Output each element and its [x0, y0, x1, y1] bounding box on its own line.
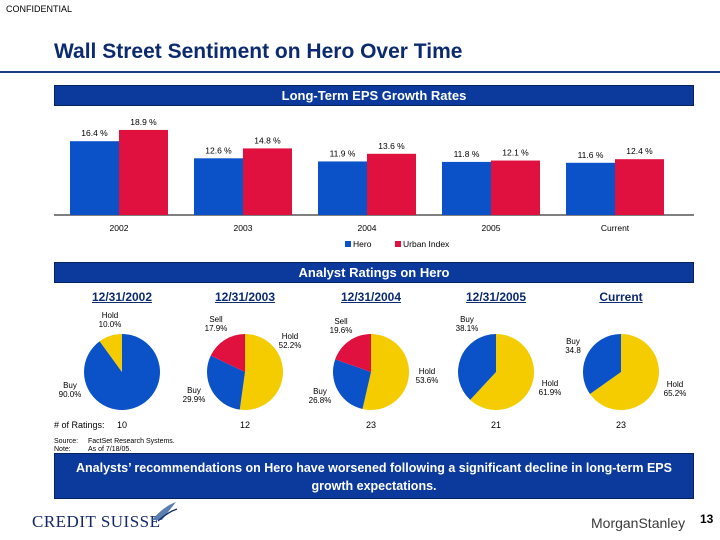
legend-label: Hero: [353, 239, 372, 249]
pie-date-label: 12/31/2005: [465, 290, 527, 304]
pie-slice-hold: [99, 334, 122, 372]
bar-value-label: 16.4 %: [81, 128, 108, 138]
pie-slice-sell: [210, 334, 245, 372]
confidential-label: CONFIDENTIAL: [6, 4, 73, 14]
bar-value-label: 12.4 %: [626, 146, 653, 156]
eps-bar-chart: 16.4 % 18.9 % 2002 12.6 % 14.8 % 2003 11.9 % 13…: [54, 117, 694, 249]
pie-slice-buy: [206, 355, 245, 410]
ratings-count: 23: [615, 420, 626, 430]
bar-hero-2003: [194, 158, 243, 215]
legend-swatch: [345, 241, 351, 247]
bar-urban-index-2005: [491, 160, 540, 215]
pie-date-label: 12/31/2003: [214, 290, 276, 304]
bar-value-label: 12.1 %: [502, 148, 529, 158]
x-tick-label: 2003: [234, 223, 253, 233]
bar-urban-index-2002: [119, 129, 168, 215]
bar-value-label: 11.6 %: [578, 150, 604, 160]
page-title: Wall Street Sentiment on Hero Over Time: [54, 40, 463, 63]
bar-value-label: 13.6 %: [378, 141, 405, 151]
page-number: 13: [700, 512, 714, 526]
pie-slice-label: Sell 17.9%: [205, 315, 228, 333]
bar-value-label: 12.6 %: [205, 145, 232, 155]
bar-value-label: 11.9 %: [330, 148, 356, 158]
bar-urban-index-current: [615, 159, 664, 215]
legend-label: Urban Index: [403, 239, 450, 249]
pie-slice-buy: [458, 334, 496, 400]
eps-section-header: Long-Term EPS Growth Rates: [54, 85, 694, 106]
pie-slice-hold: [239, 334, 283, 410]
pie-slice-label: Hold 61.9%: [539, 379, 562, 397]
pie-date-label: Current: [599, 290, 643, 304]
bar-urban-index-2004: [367, 153, 416, 215]
pie-slice-label: Hold 10.0%: [99, 311, 122, 329]
note-label: Note:: [54, 446, 71, 453]
pie-slice-label: Hold 65.2%: [664, 380, 687, 398]
key-takeaway-callout: Analysts’ recommendations on Hero have w…: [54, 453, 694, 499]
bar-urban-index-2003: [243, 148, 292, 215]
pie-slice-sell: [335, 334, 371, 372]
x-tick-label: 2005: [482, 223, 501, 233]
analyst-ratings-pies: Buy 90.0% Hold 10.0% Hold 52.2% Buy 29.9% Sell 17…: [59, 311, 687, 410]
credit-suisse-logo: CREDIT SUISSE: [32, 502, 178, 532]
pie-date-label: 12/31/2002: [91, 290, 153, 304]
bar-hero-2002: [70, 141, 119, 215]
pie-slice-label: Hold 53.6%: [416, 367, 439, 385]
ratings-row-label: # of Ratings:: [54, 420, 105, 430]
credit-suisse-wordmark: CREDIT SUISSE: [32, 512, 161, 531]
ratings-count: 21: [490, 420, 501, 430]
pie-slice-hold: [589, 334, 660, 410]
pie-slice-label: Buy 26.8%: [309, 387, 332, 405]
pie-slice-hold: [362, 334, 409, 410]
x-tick-label: 2002: [110, 223, 129, 233]
pie-slice-label: Buy 29.9%: [183, 386, 206, 404]
pie-slice-label: Buy 90.0%: [59, 381, 82, 399]
pie-slice-label: Sell 19.6%: [330, 317, 353, 335]
source-label: Source:: [54, 438, 79, 445]
pie-slice-buy: [583, 334, 621, 394]
bar-hero-2004: [318, 161, 367, 215]
ratings-count: 10: [116, 420, 127, 430]
ratings-count: 23: [365, 420, 376, 430]
bar-hero-2005: [442, 161, 491, 215]
x-tick-label: Current: [601, 223, 630, 233]
bar-value-label: 14.8 %: [254, 135, 281, 145]
pie-slice-label: Hold 52.2%: [279, 332, 302, 350]
bar-value-label: 18.9 %: [130, 117, 157, 127]
sail-icon: [152, 502, 178, 522]
x-tick-label: 2004: [358, 223, 377, 233]
pie-date-label: 12/31/2004: [340, 290, 402, 304]
ratings-count: 12: [239, 420, 250, 430]
bar-value-label: 11.8 %: [454, 149, 480, 159]
note-text: As of 7/18/05.: [88, 446, 132, 453]
legend-swatch: [395, 241, 401, 247]
bar-hero-current: [566, 162, 615, 215]
morgan-stanley-logo: MorganStanley: [591, 515, 686, 531]
ratings-section-header: Analyst Ratings on Hero: [54, 262, 694, 283]
pie-slice-label: Buy 34.8: [565, 337, 581, 355]
pie-slice-buy: [333, 359, 371, 410]
pie-slice-label: Buy 38.1%: [456, 315, 479, 333]
pie-slice-hold: [470, 334, 534, 410]
source-text: FactSet Research Systems.: [88, 438, 175, 445]
title-divider: [0, 71, 720, 73]
